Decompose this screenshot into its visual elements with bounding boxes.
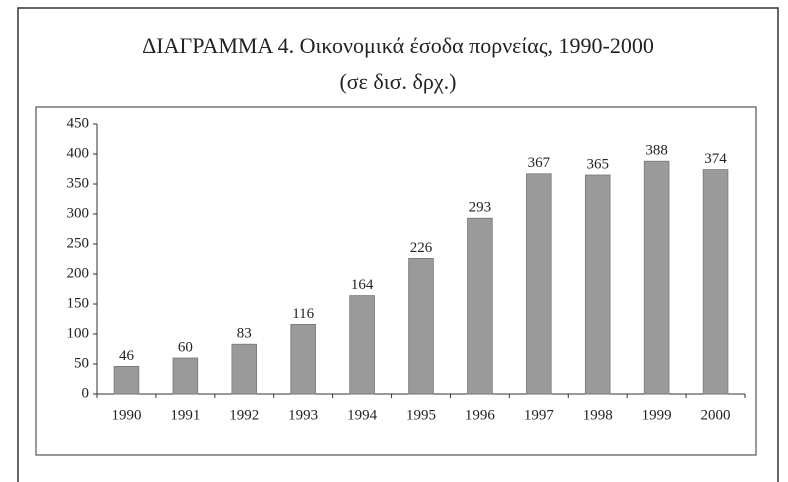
data-label: 226: [410, 240, 433, 256]
bar: [231, 343, 258, 395]
data-label: 388: [645, 143, 668, 159]
y-tick-label: 300: [67, 205, 90, 221]
y-tick-label: 150: [67, 295, 90, 311]
chart-subtitle: (σε δισ. δρχ.): [339, 69, 456, 94]
y-tick-label: 0: [82, 385, 90, 401]
y-tick-label: 50: [74, 355, 89, 371]
data-label: 116: [292, 306, 314, 322]
x-tick-label: 1993: [288, 407, 318, 423]
y-tick-label: 250: [67, 235, 90, 251]
data-label: 164: [351, 277, 374, 293]
x-tick-label: 1990: [111, 407, 141, 423]
bar: [408, 257, 434, 395]
plot-frame: [35, 106, 757, 456]
x-tick-label: 1998: [583, 407, 613, 423]
bar: [349, 295, 375, 395]
bar: [290, 323, 316, 395]
y-tick-label: 450: [67, 115, 90, 131]
bar: [643, 160, 670, 395]
data-label: 367: [528, 155, 551, 171]
data-label: 46: [119, 348, 135, 364]
x-tick-label: 1996: [465, 407, 496, 423]
data-label: 374: [704, 151, 727, 167]
x-tick-label: 1992: [229, 407, 259, 423]
x-tick-label: 1997: [524, 407, 555, 423]
data-label: 365: [586, 156, 609, 172]
bar: [702, 169, 729, 395]
y-tick-label: 350: [67, 175, 90, 191]
x-tick-label: 2000: [701, 407, 731, 423]
bar: [526, 173, 552, 395]
data-label: 60: [178, 339, 193, 355]
x-tick-label: 1995: [406, 407, 436, 423]
outer-frame: [17, 7, 779, 482]
y-tick-label: 100: [67, 325, 90, 341]
x-tick-label: 1991: [170, 407, 200, 423]
chart-title: ΔΙΑΓΡΑΜΜΑ 4. Οικονομικά έσοδα πορνείας, …: [142, 33, 654, 58]
x-tick-label: 1999: [642, 407, 672, 423]
x-tick-label: 1994: [347, 407, 378, 423]
bar: [172, 357, 199, 395]
y-tick-label: 200: [67, 265, 90, 281]
data-label: 293: [469, 200, 492, 216]
y-tick-label: 400: [67, 145, 90, 161]
data-label: 83: [237, 326, 252, 342]
bar: [467, 217, 493, 395]
bar: [584, 174, 611, 395]
bar: [113, 365, 140, 395]
